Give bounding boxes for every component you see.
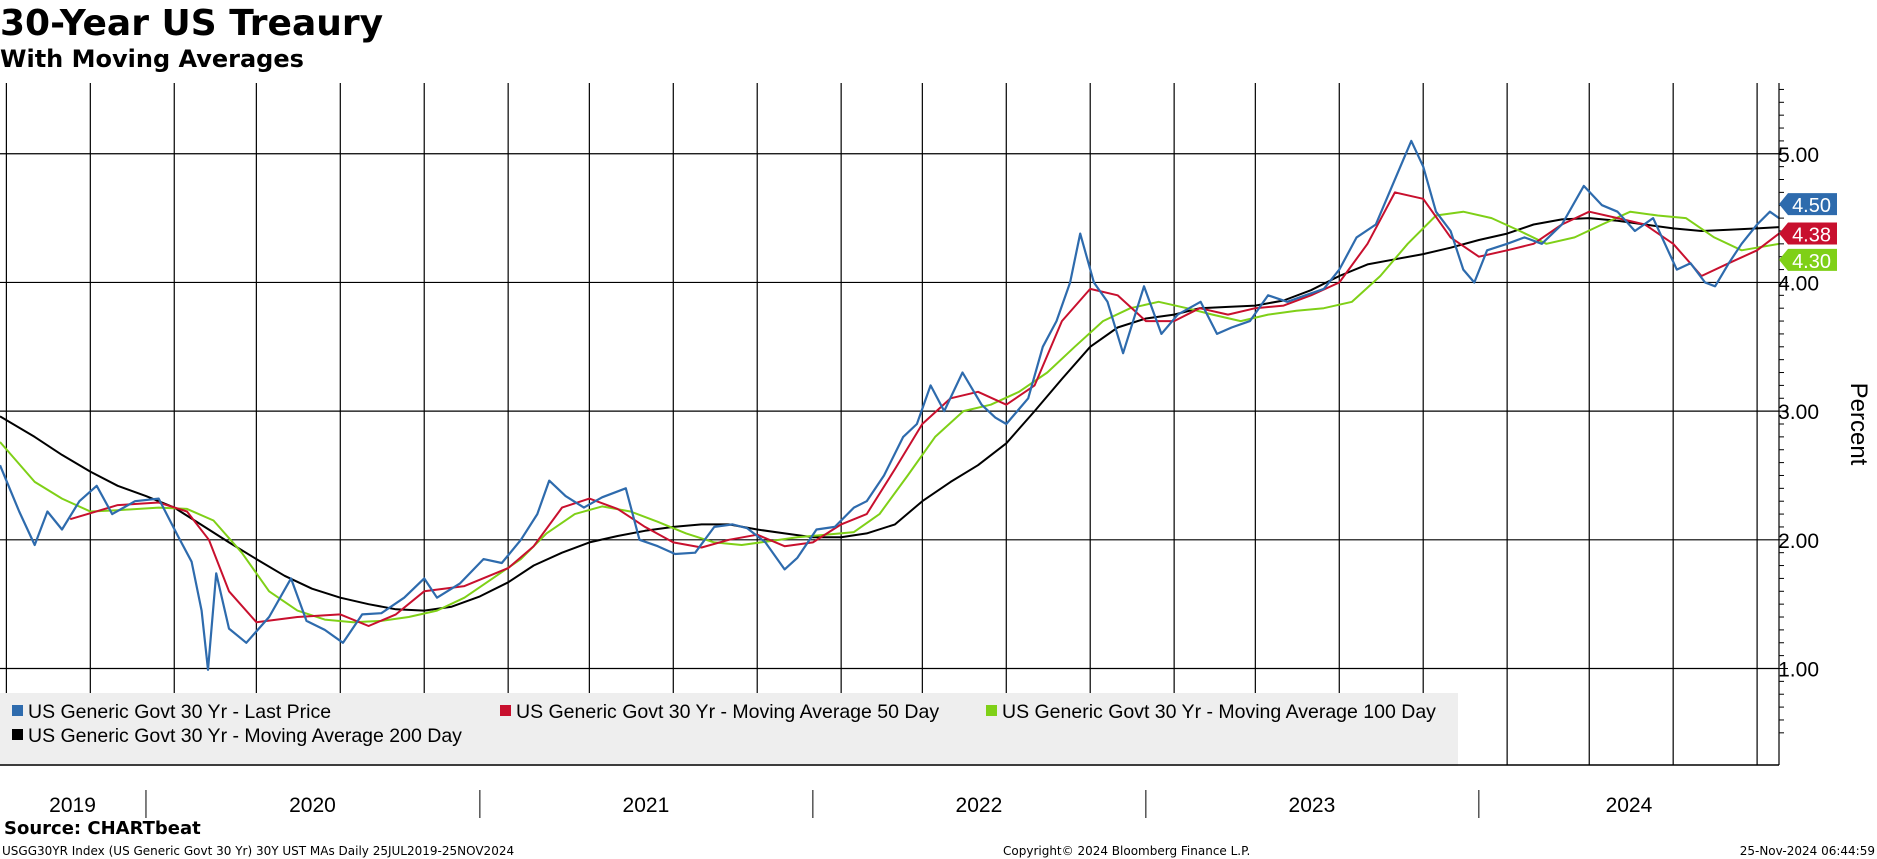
chart-subtitle: With Moving Averages xyxy=(0,45,304,73)
series-line-1 xyxy=(69,191,1780,627)
y-tick-label: 3.00 xyxy=(1778,401,1819,424)
last-value-text: 4.50 xyxy=(1792,195,1831,217)
y-axis: 1.00 2.00 3.00 4.00 5.00 xyxy=(1778,83,1819,765)
last-value-badge xyxy=(1779,222,1837,245)
grid-layer xyxy=(0,83,1779,765)
y-tick-label: 5.00 xyxy=(1778,144,1819,167)
y-tick-label: 4.00 xyxy=(1778,272,1819,295)
legend-swatch xyxy=(12,705,23,716)
footer-index-description: USGG30YR Index (US Generic Govt 30 Yr) 3… xyxy=(2,844,515,858)
last-value-tag: 4.38 xyxy=(1779,222,1837,247)
x-tick-label: 2021 xyxy=(623,794,670,817)
x-tick-label: 2023 xyxy=(1289,794,1336,817)
series-line-0 xyxy=(0,139,1780,671)
legend-swatch xyxy=(986,705,997,716)
legend-swatch xyxy=(500,705,511,716)
series-line-3 xyxy=(0,217,1780,612)
series-line-2 xyxy=(0,210,1780,624)
legend-label: US Generic Govt 30 Yr - Last Price xyxy=(28,701,331,723)
x-tick-label: 2024 xyxy=(1606,794,1653,817)
chart-title: 30-Year US Treaury xyxy=(0,3,384,44)
last-value-text: 4.30 xyxy=(1792,251,1831,273)
y-tick-label: 2.00 xyxy=(1778,530,1819,553)
y-axis-label: Percent xyxy=(1845,383,1872,466)
last-value-tag: 4.30 xyxy=(1779,248,1837,273)
last-value-labels: 4.30 4.38 4.50 xyxy=(1779,193,1837,273)
footer-timestamp: 25-Nov-2024 06:44:59 xyxy=(1739,844,1875,858)
last-value-text: 4.38 xyxy=(1792,225,1831,247)
x-tick-label: 2019 xyxy=(49,794,96,817)
series-layer xyxy=(0,139,1780,671)
x-axis: 2019 2020 2021 2022 2023 2024 xyxy=(0,764,1779,818)
footer-copyright: Copyright© 2024 Bloomberg Finance L.P. xyxy=(1003,844,1251,858)
legend-background xyxy=(0,693,1458,766)
last-value-tag: 4.50 xyxy=(1779,193,1837,217)
legend-swatch xyxy=(12,729,23,740)
legend-label: US Generic Govt 30 Yr - Moving Average 5… xyxy=(516,701,939,723)
source-note: Source: CHARTbeat xyxy=(4,818,201,839)
x-tick-label: 2022 xyxy=(956,794,1003,817)
last-value-badge xyxy=(1779,248,1837,271)
legend-label: US Generic Govt 30 Yr - Moving Average 1… xyxy=(1002,701,1436,723)
y-tick-label: 1.00 xyxy=(1778,658,1819,681)
legend-label: US Generic Govt 30 Yr - Moving Average 2… xyxy=(28,725,462,747)
x-tick-label: 2020 xyxy=(289,794,336,817)
legend: US Generic Govt 30 Yr - Last Price US Gen… xyxy=(0,693,1458,766)
last-value-badge xyxy=(1779,193,1837,216)
